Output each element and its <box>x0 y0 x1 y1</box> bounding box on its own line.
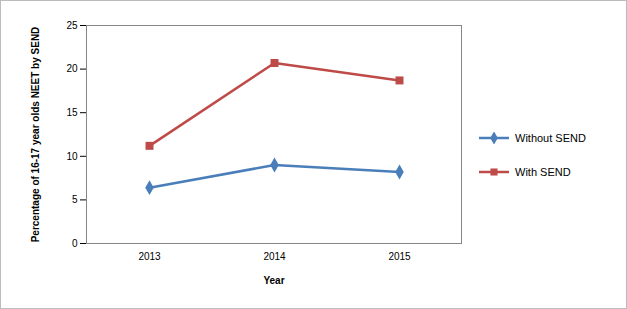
svg-text:Percentage of 16-17 year olds: Percentage of 16-17 year olds NEET by SE… <box>30 26 41 242</box>
svg-text:Year: Year <box>263 274 284 285</box>
html-text:Without SEND: Without SEND <box>515 131 586 144</box>
svg-text:10: 10 <box>66 150 78 161</box>
svg-text:2015: 2015 <box>388 250 411 261</box>
svg-text:0: 0 <box>72 237 78 248</box>
svg-text:5: 5 <box>72 194 78 205</box>
svg-text:2014: 2014 <box>263 250 286 261</box>
html-text:With SEND: With SEND <box>515 165 571 178</box>
svg-text:2013: 2013 <box>138 250 161 261</box>
svg-text:25: 25 <box>66 19 78 30</box>
svg-text:20: 20 <box>66 63 78 74</box>
svg-text:15: 15 <box>66 106 78 117</box>
